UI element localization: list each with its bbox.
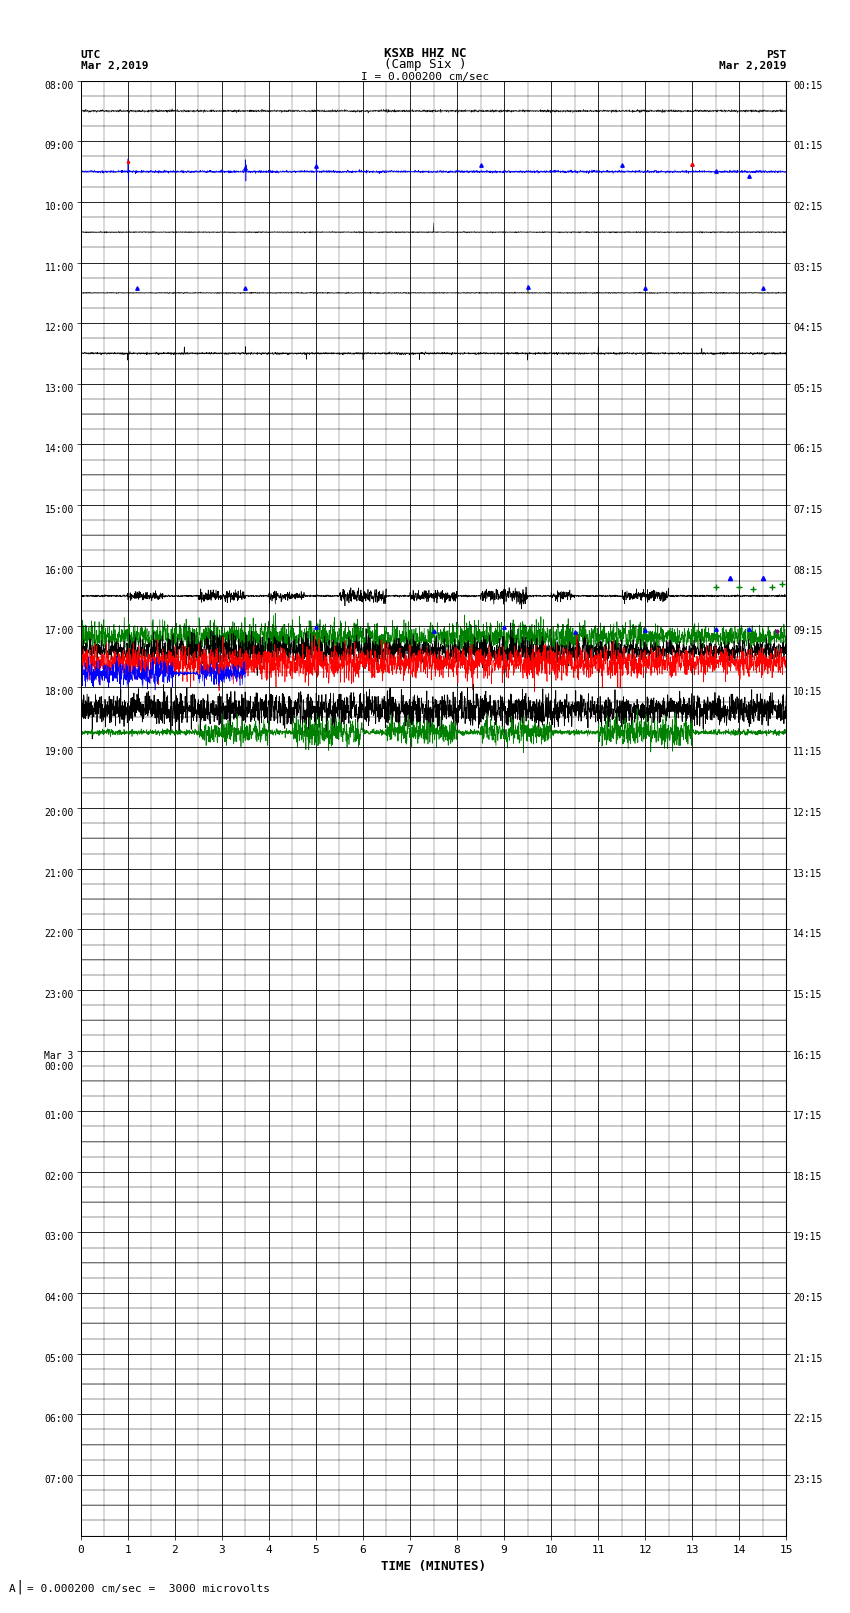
Text: UTC: UTC <box>81 50 101 60</box>
Text: I = 0.000200 cm/sec: I = 0.000200 cm/sec <box>361 73 489 82</box>
Text: (Camp Six ): (Camp Six ) <box>383 58 467 71</box>
Text: = 0.000200 cm/sec =  3000 microvolts: = 0.000200 cm/sec = 3000 microvolts <box>27 1584 270 1594</box>
Text: A: A <box>8 1584 15 1594</box>
Text: |: | <box>15 1579 24 1594</box>
Text: Mar 2,2019: Mar 2,2019 <box>81 61 148 71</box>
Text: PST: PST <box>766 50 786 60</box>
X-axis label: TIME (MINUTES): TIME (MINUTES) <box>381 1560 486 1573</box>
Text: KSXB HHZ NC: KSXB HHZ NC <box>383 47 467 60</box>
Text: Mar 2,2019: Mar 2,2019 <box>719 61 786 71</box>
